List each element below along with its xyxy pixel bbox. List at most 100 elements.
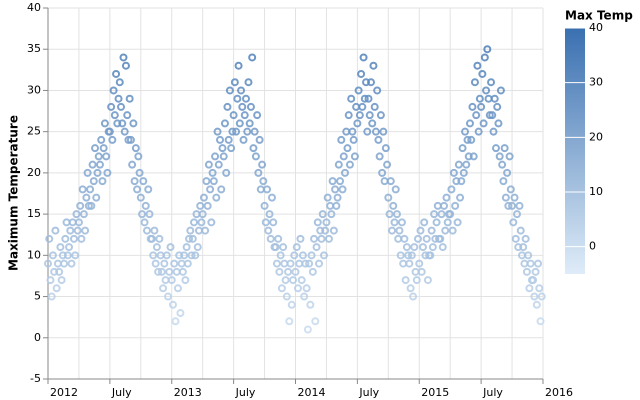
point	[113, 119, 122, 128]
point	[344, 111, 353, 120]
point	[428, 243, 437, 252]
point	[255, 135, 264, 144]
point	[181, 276, 190, 285]
point	[462, 160, 471, 169]
point	[490, 94, 499, 103]
point	[319, 251, 328, 260]
point	[329, 226, 338, 235]
point	[260, 201, 269, 210]
point	[55, 267, 64, 276]
point	[368, 119, 377, 128]
point	[152, 243, 161, 252]
point	[355, 111, 364, 120]
point	[74, 218, 83, 227]
point	[298, 251, 307, 260]
point	[167, 276, 176, 285]
point	[530, 292, 539, 301]
point	[240, 111, 249, 120]
point	[300, 292, 309, 301]
point	[447, 185, 456, 194]
point	[295, 259, 304, 268]
point	[513, 210, 522, 219]
point	[291, 267, 300, 276]
point	[290, 251, 299, 260]
point	[432, 218, 441, 227]
point	[526, 259, 535, 268]
point	[453, 218, 462, 227]
point	[366, 78, 375, 87]
point	[317, 234, 326, 243]
point	[407, 251, 416, 260]
point	[392, 210, 401, 219]
point	[359, 53, 368, 62]
point	[191, 251, 200, 260]
point	[78, 185, 87, 194]
point	[401, 276, 410, 285]
point	[166, 243, 175, 252]
point	[138, 210, 147, 219]
point	[197, 218, 206, 227]
point	[323, 193, 332, 202]
point	[187, 251, 196, 260]
point	[449, 168, 458, 177]
point	[519, 243, 528, 252]
point	[327, 210, 336, 219]
point	[473, 61, 482, 70]
point	[468, 102, 477, 111]
point	[341, 168, 349, 177]
point	[77, 234, 86, 243]
point	[193, 243, 202, 252]
point	[456, 193, 465, 202]
point	[441, 226, 450, 235]
point	[103, 168, 112, 177]
point	[188, 234, 197, 243]
point	[232, 127, 241, 136]
point	[183, 259, 192, 268]
point	[405, 259, 414, 268]
point	[514, 243, 523, 252]
point	[420, 218, 429, 227]
point	[161, 276, 170, 285]
point	[71, 251, 80, 260]
point	[144, 185, 153, 194]
legend-label: 20	[589, 130, 603, 143]
point	[451, 201, 460, 210]
point	[114, 94, 123, 103]
point	[347, 94, 356, 103]
point	[276, 251, 285, 260]
point	[529, 276, 538, 285]
point	[105, 127, 114, 136]
point	[474, 127, 483, 136]
point	[402, 243, 411, 252]
point	[503, 168, 512, 177]
point	[170, 259, 179, 268]
point	[57, 276, 66, 285]
point	[349, 135, 358, 144]
point	[417, 267, 426, 276]
point	[306, 300, 315, 309]
point	[331, 185, 340, 194]
point	[206, 185, 215, 194]
point	[218, 144, 227, 153]
point	[51, 226, 60, 235]
x-tick-label: 2014	[298, 386, 326, 399]
x-tick-label: 2012	[50, 386, 78, 399]
point	[480, 53, 489, 62]
point	[464, 152, 473, 161]
point	[452, 177, 461, 186]
point	[220, 119, 229, 128]
point	[81, 226, 90, 235]
point	[499, 177, 508, 186]
point	[263, 185, 272, 194]
point	[500, 144, 509, 153]
point	[76, 201, 85, 210]
point	[524, 251, 533, 260]
point	[321, 226, 330, 235]
point	[98, 177, 107, 186]
point	[99, 144, 108, 153]
point	[175, 251, 184, 260]
point	[150, 226, 159, 235]
point	[412, 276, 421, 285]
point	[145, 210, 154, 219]
point	[380, 177, 389, 186]
